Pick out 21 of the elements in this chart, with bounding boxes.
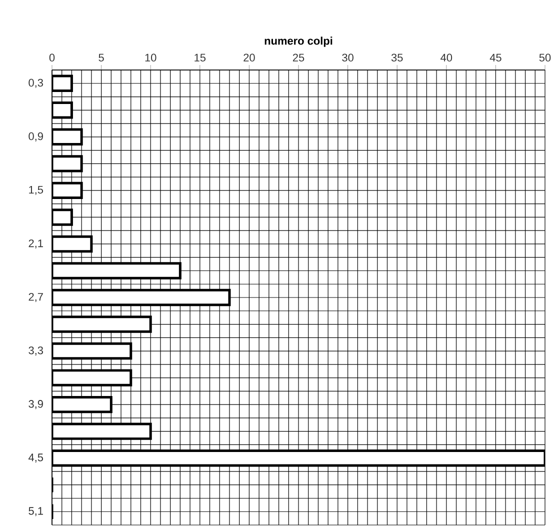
- x-tick-label: 25: [292, 54, 304, 62]
- y-tick-label: 0,9: [28, 132, 43, 142]
- y-tick-label: 2,1: [28, 239, 43, 249]
- x-tick-label: 45: [490, 54, 502, 62]
- x-tick-label: 20: [244, 54, 255, 62]
- y-tick-label: 3,3: [28, 346, 43, 356]
- y-tick-label: 4,5: [28, 454, 44, 463]
- x-axis-title: numero colpi: [264, 36, 332, 47]
- x-tick-label: 10: [145, 54, 156, 62]
- x-tick-label: 40: [440, 54, 452, 62]
- x-tick-label: 15: [194, 54, 206, 62]
- y-tick-label: 3,9: [28, 400, 43, 410]
- x-tick-label: 5: [98, 54, 104, 62]
- x-tick-label: 35: [391, 54, 403, 62]
- x-tick-label: 0: [49, 54, 55, 62]
- y-tick-label: 5,1: [28, 507, 43, 516]
- y-tick-label: 0,3: [28, 78, 43, 88]
- x-tick-label: 50: [539, 54, 551, 62]
- y-tick-label: 2,7: [28, 292, 43, 302]
- y-tick-label: 1,5: [29, 186, 44, 195]
- x-tick-label: 30: [342, 54, 354, 62]
